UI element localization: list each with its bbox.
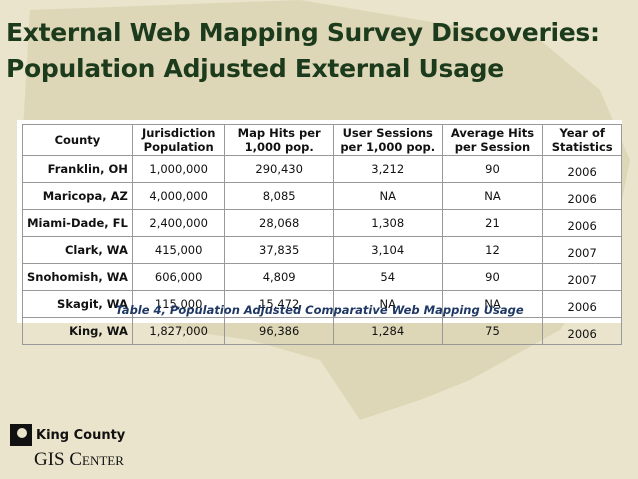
county-cell: Skagit, WA (22, 290, 133, 318)
table-cell: 3,212 (332, 155, 443, 183)
table-cell: 3,104 (332, 236, 443, 264)
table-cell: 1,308 (332, 209, 443, 237)
county-cell: Miami-Dade, FL (22, 209, 133, 237)
county-cell: Snohomish, WA (22, 263, 133, 291)
table-row: Maricopa, AZ 4,000,000 8,085 NA NA 2006 (22, 182, 622, 210)
table-cell: 606,000 (131, 263, 226, 291)
table-cell: 28,068 (224, 209, 334, 237)
county-cell: King, WA (22, 317, 133, 345)
column-header: User Sessions per 1,000 pop. (332, 124, 443, 156)
table-cell: NA (441, 290, 544, 318)
logo-text: King County (36, 428, 126, 443)
table-cell: 4,000,000 (131, 182, 226, 210)
county-cell: Clark, WA (22, 236, 133, 264)
table-cell: 2006 (542, 155, 622, 183)
column-header: Average Hits per Session (441, 124, 544, 156)
table-cell: 2,400,000 (131, 209, 226, 237)
county-cell: Maricopa, AZ (22, 182, 133, 210)
table-row: Snohomish, WA 606,000 4,809 54 90 2007 (22, 263, 622, 291)
table-cell: 1,284 (332, 317, 443, 345)
table-cell: 90 (441, 263, 544, 291)
table-cell: 75 (441, 317, 544, 345)
title-line: External Web Mapping Survey Discoveries: (6, 18, 600, 47)
table-cell: 415,000 (131, 236, 226, 264)
column-header: Jurisdiction Population (131, 124, 226, 156)
header-line: 1,000 pop. (244, 140, 314, 154)
table-cell: NA (441, 182, 544, 210)
table-cell: 2007 (542, 263, 622, 291)
table-cell: 2006 (542, 209, 622, 237)
table-cell: 2007 (542, 236, 622, 264)
table-cell: 1,827,000 (131, 317, 226, 345)
header-line: per Session (454, 140, 531, 154)
table-cell: 96,386 (224, 317, 334, 345)
header-line: Population (143, 140, 214, 154)
column-header: Map Hits per 1,000 pop. (224, 124, 334, 156)
logo-text: GIS Center (34, 449, 124, 470)
table-cell: 290,430 (224, 155, 334, 183)
table-cell: NA (332, 182, 443, 210)
table-cell: 90 (441, 155, 544, 183)
county-cell: Franklin, OH (22, 155, 133, 183)
header-line: Map Hits per (237, 126, 321, 140)
table-cell: 4,809 (224, 263, 334, 291)
table-row: Franklin, OH 1,000,000 290,430 3,212 90 2006 (22, 155, 622, 183)
header-line: Statistics (551, 140, 613, 154)
column-header: County (22, 124, 133, 156)
table-cell: 37,835 (224, 236, 334, 264)
data-table: County Jurisdiction Population Map Hits per… (22, 124, 622, 345)
header-line: Year of (559, 126, 605, 140)
title-line: Population Adjusted External Usage (6, 54, 504, 83)
header-line: User Sessions (342, 126, 433, 140)
column-header: Year of Statistics (542, 124, 622, 156)
table-cell: 8,085 (224, 182, 334, 210)
header-line: per 1,000 pop. (340, 140, 436, 154)
table-row: Clark, WA 415,000 37,835 3,104 12 2007 (22, 236, 622, 264)
table-cell: 1,000,000 (131, 155, 226, 183)
header-row: County Jurisdiction Population Map Hits per… (22, 124, 622, 156)
table-cell: 21 (441, 209, 544, 237)
table-caption: Table 4, Population Adjusted Comparative… (115, 303, 524, 317)
table-cell: 2006 (542, 182, 622, 210)
table-cell: 2006 (542, 317, 622, 345)
table-cell: 54 (332, 263, 443, 291)
header-line: Average Hits (450, 126, 535, 140)
table-cell: 12 (441, 236, 544, 264)
header-line: Jurisdiction (141, 126, 216, 140)
table-cell: 115,000 (131, 290, 226, 318)
table-container: County Jurisdiction Population Map Hits per… (17, 120, 622, 345)
table-row: Miami-Dade, FL 2,400,000 28,068 1,308 21 2006 (22, 209, 622, 237)
table-cell: NA (332, 290, 443, 318)
table-row: King, WA 1,827,000 96,386 1,284 75 2006 (22, 317, 622, 345)
header-line: County (54, 133, 101, 147)
